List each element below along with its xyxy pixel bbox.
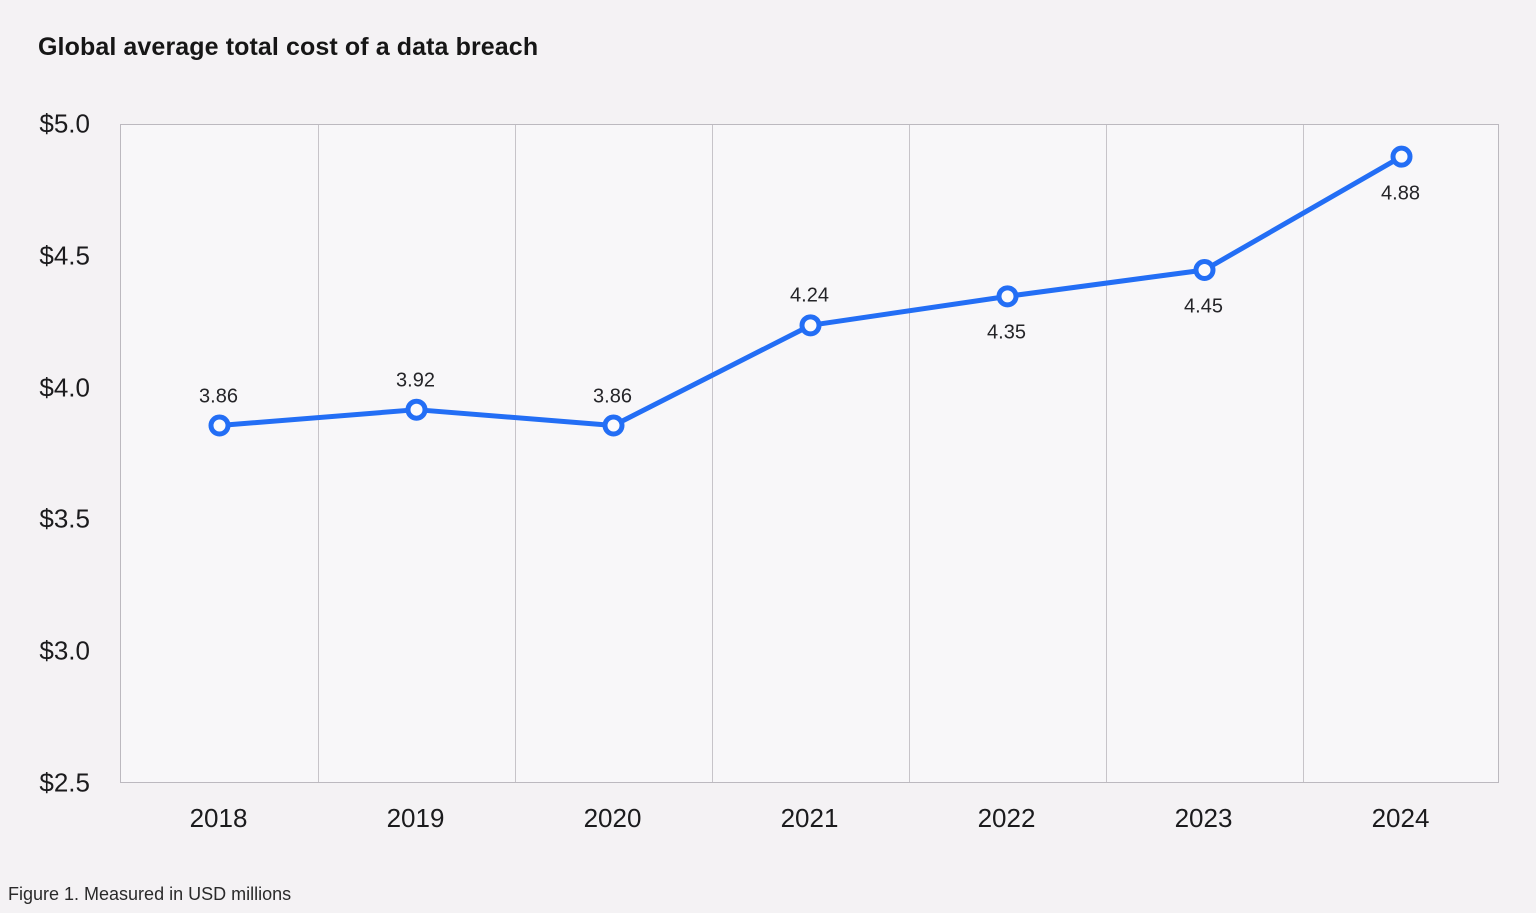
x-axis-tick-label: 2018 — [189, 803, 248, 833]
vertical-gridline — [909, 125, 910, 782]
vertical-gridline — [318, 125, 319, 782]
x-axis-tick-label: 2021 — [780, 803, 839, 833]
data-point-marker — [1390, 145, 1413, 168]
vertical-gridline — [1303, 125, 1304, 782]
data-point-label: 3.92 — [396, 369, 435, 392]
data-point-label: 4.35 — [987, 321, 1026, 344]
y-axis-tick-label: $4.5 — [39, 240, 90, 271]
data-point-label: 3.86 — [199, 385, 238, 407]
data-point-marker — [405, 398, 428, 421]
data-point-marker — [799, 314, 822, 337]
data-point-marker — [996, 285, 1019, 308]
y-axis-tick-label: $2.5 — [39, 767, 90, 798]
data-point-label: 4.24 — [790, 284, 829, 307]
vertical-gridline — [515, 125, 516, 782]
x-axis-tick-label: 2024 — [1371, 803, 1430, 833]
y-axis-tick-label: $4.0 — [39, 372, 90, 403]
data-point-label: 4.45 — [1184, 295, 1223, 318]
data-point-label: 3.86 — [593, 385, 632, 407]
y-axis-tick-label: $3.0 — [39, 635, 90, 666]
data-point-marker — [602, 414, 625, 437]
x-axis-tick-label: 2023 — [1174, 803, 1233, 833]
y-axis-tick-label: $3.5 — [39, 503, 90, 534]
figure-caption: Figure 1. Measured in USD millions — [8, 884, 292, 904]
plot-area — [120, 124, 1499, 783]
data-point-marker — [1193, 258, 1216, 281]
chart-title: Global average total cost of a data brea… — [38, 33, 539, 61]
data-point-label: 4.88 — [1381, 182, 1420, 205]
data-point-marker — [208, 414, 231, 437]
y-axis-tick-label: $5.0 — [39, 108, 90, 139]
vertical-gridline — [1106, 125, 1107, 782]
line-chart-canvas — [208, 145, 1413, 437]
x-axis-tick-label: 2019 — [386, 803, 445, 833]
x-axis-tick-label: 2020 — [583, 803, 642, 833]
vertical-gridline — [712, 125, 713, 782]
x-axis-tick-label: 2022 — [977, 803, 1036, 833]
